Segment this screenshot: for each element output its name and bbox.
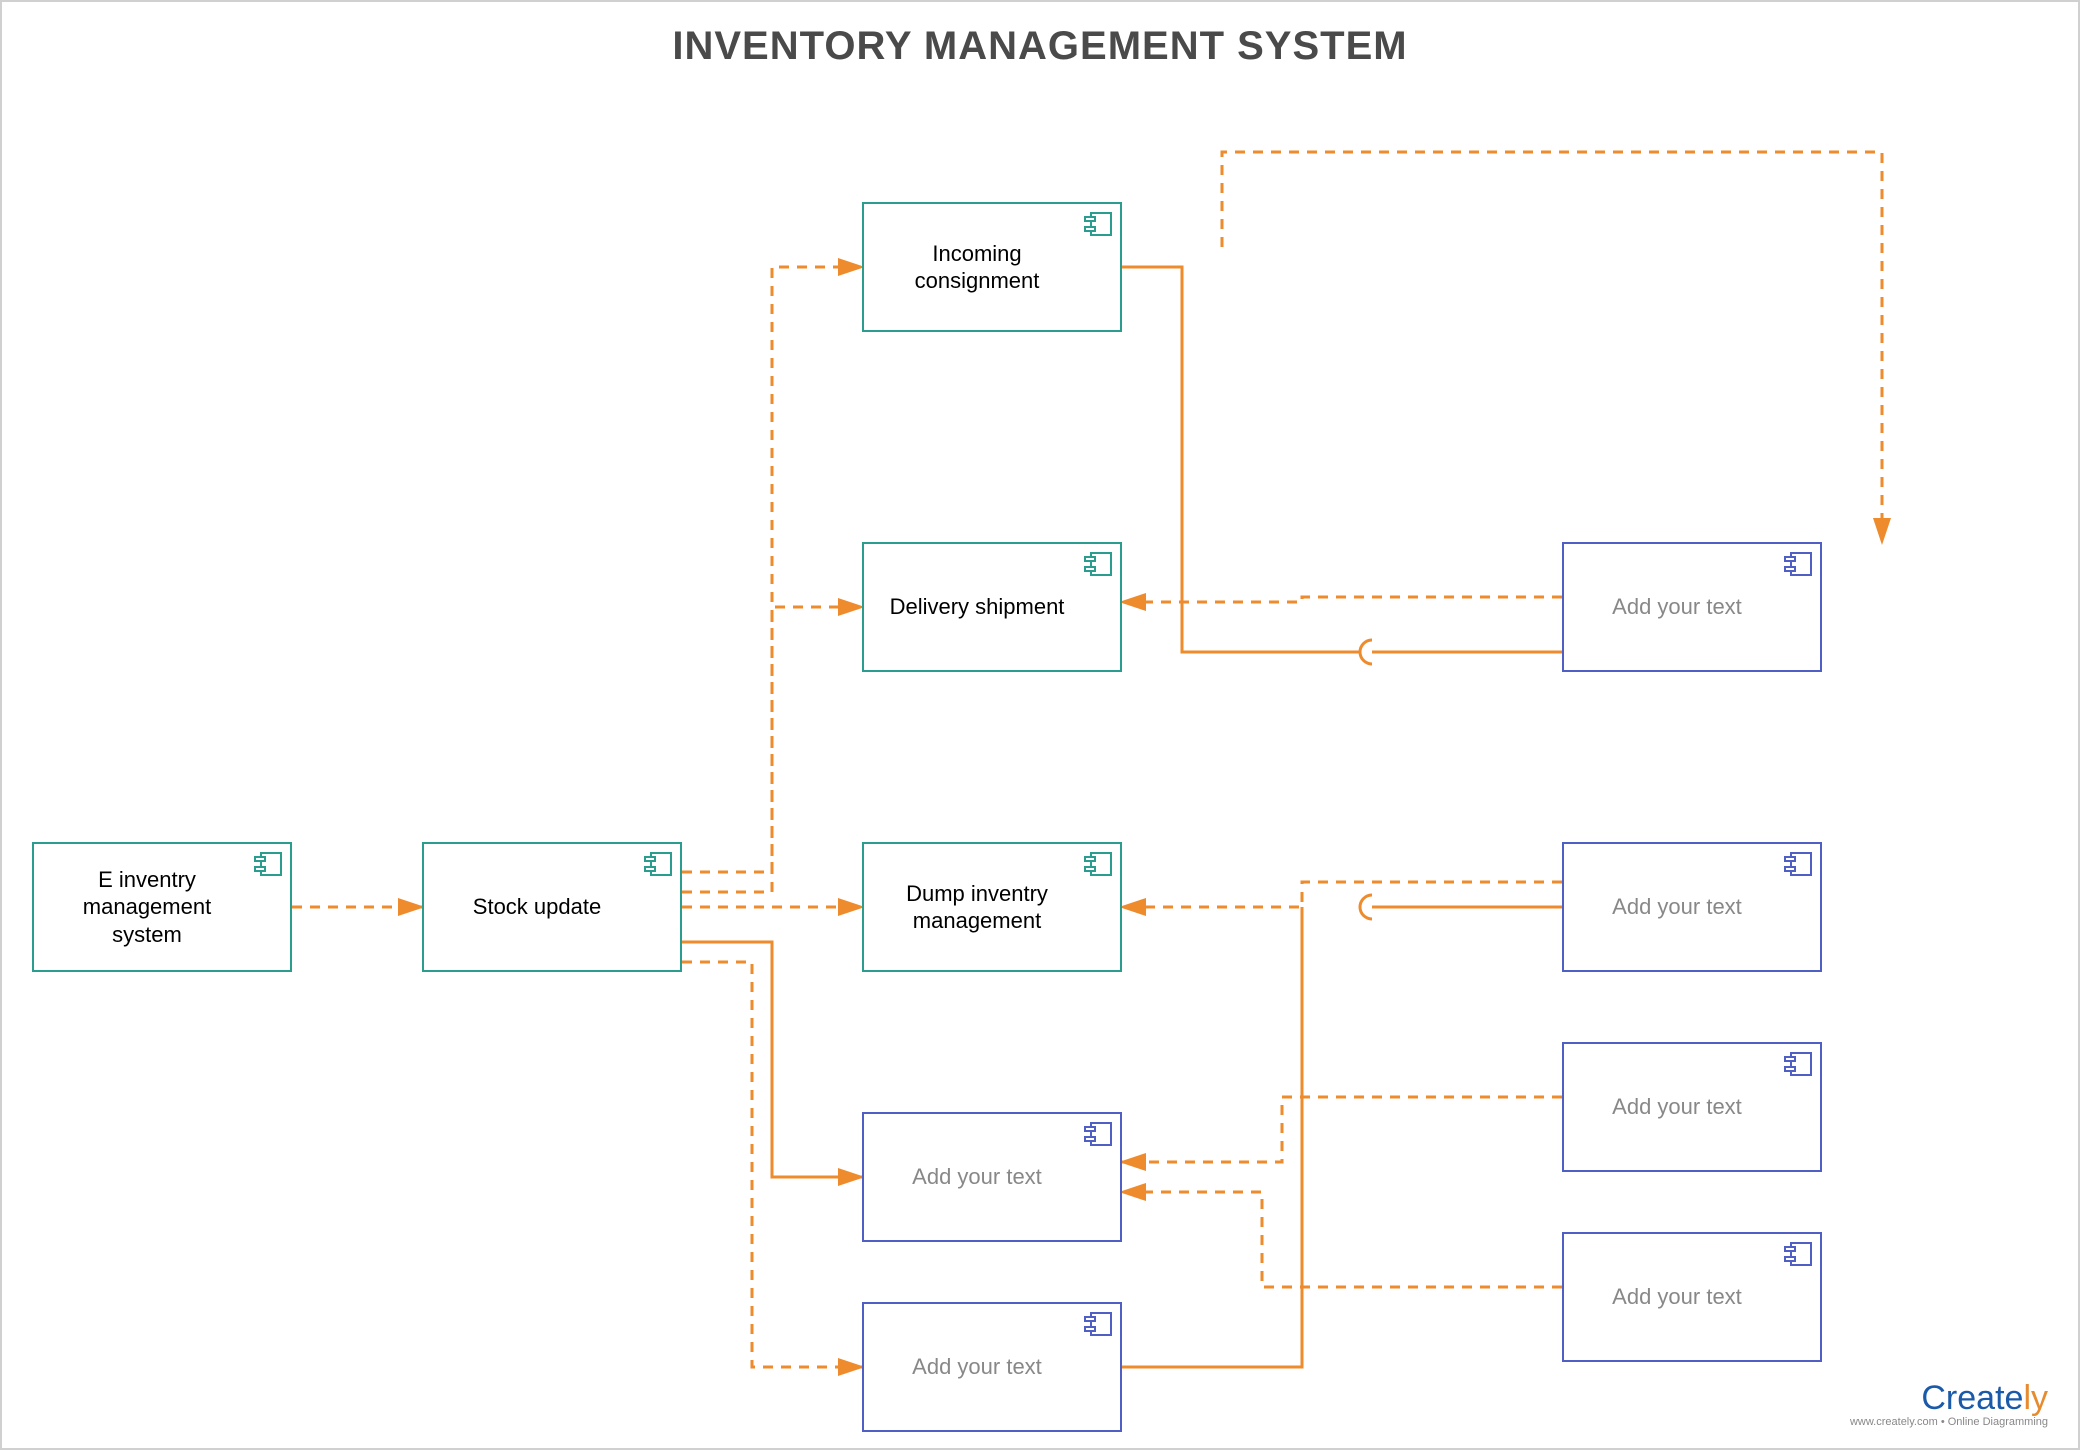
logo-accent: ly bbox=[2023, 1379, 2048, 1417]
edge-e8 bbox=[1122, 267, 1562, 652]
edge-e14 bbox=[1122, 907, 1302, 1367]
edge-e10 bbox=[1122, 882, 1562, 907]
component-icon bbox=[1084, 1312, 1112, 1336]
diagram-title: INVENTORY MANAGEMENT SYSTEM bbox=[2, 24, 2078, 69]
component-icon bbox=[1784, 1052, 1812, 1076]
edge-e2 bbox=[682, 267, 862, 872]
edge-e5 bbox=[682, 942, 862, 1177]
node-label: E inventry management system bbox=[54, 866, 240, 949]
node-label: Add your text bbox=[912, 1353, 1042, 1381]
component-node-n2[interactable]: Stock update bbox=[422, 842, 682, 972]
component-node-n7[interactable]: Add your text bbox=[862, 1302, 1122, 1432]
component-icon bbox=[254, 852, 282, 876]
component-icon bbox=[644, 852, 672, 876]
creately-logo: Creately www.creately.com • Online Diagr… bbox=[1850, 1379, 2048, 1428]
component-node-n8[interactable]: Add your text bbox=[1562, 542, 1822, 672]
node-label: Add your text bbox=[1612, 1093, 1742, 1121]
component-icon bbox=[1784, 1242, 1812, 1266]
component-node-n1[interactable]: E inventry management system bbox=[32, 842, 292, 972]
node-label: Incoming consignment bbox=[884, 240, 1070, 295]
edge-e13 bbox=[1122, 1192, 1562, 1287]
logo-main: Create bbox=[1921, 1379, 2023, 1417]
edge-e6 bbox=[682, 962, 862, 1367]
component-icon bbox=[1084, 1122, 1112, 1146]
component-node-n5[interactable]: Dump inventry management bbox=[862, 842, 1122, 972]
component-node-n9[interactable]: Add your text bbox=[1562, 842, 1822, 972]
node-label: Dump inventry management bbox=[884, 880, 1070, 935]
edge-e7 bbox=[1222, 152, 1882, 542]
component-icon bbox=[1084, 212, 1112, 236]
node-label: Add your text bbox=[912, 1163, 1042, 1191]
component-icon bbox=[1784, 852, 1812, 876]
node-label: Stock update bbox=[473, 893, 601, 921]
component-icon bbox=[1784, 552, 1812, 576]
diagram-canvas: INVENTORY MANAGEMENT SYSTEM E inventry m… bbox=[0, 0, 2080, 1450]
component-node-n4[interactable]: Delivery shipment bbox=[862, 542, 1122, 672]
logo-subtitle: www.creately.com • Online Diagramming bbox=[1850, 1416, 2048, 1428]
interface-socket-e11 bbox=[1360, 895, 1384, 919]
edge-e12 bbox=[1122, 1097, 1562, 1162]
component-icon bbox=[1084, 852, 1112, 876]
edge-e9 bbox=[1122, 597, 1562, 602]
component-icon bbox=[1084, 552, 1112, 576]
node-label: Add your text bbox=[1612, 1283, 1742, 1311]
component-node-n3[interactable]: Incoming consignment bbox=[862, 202, 1122, 332]
node-label: Add your text bbox=[1612, 593, 1742, 621]
interface-socket-e8 bbox=[1360, 640, 1384, 664]
edge-e3 bbox=[682, 607, 862, 892]
node-label: Delivery shipment bbox=[890, 593, 1065, 621]
node-label: Add your text bbox=[1612, 893, 1742, 921]
component-node-n6[interactable]: Add your text bbox=[862, 1112, 1122, 1242]
component-node-n10[interactable]: Add your text bbox=[1562, 1042, 1822, 1172]
component-node-n11[interactable]: Add your text bbox=[1562, 1232, 1822, 1362]
